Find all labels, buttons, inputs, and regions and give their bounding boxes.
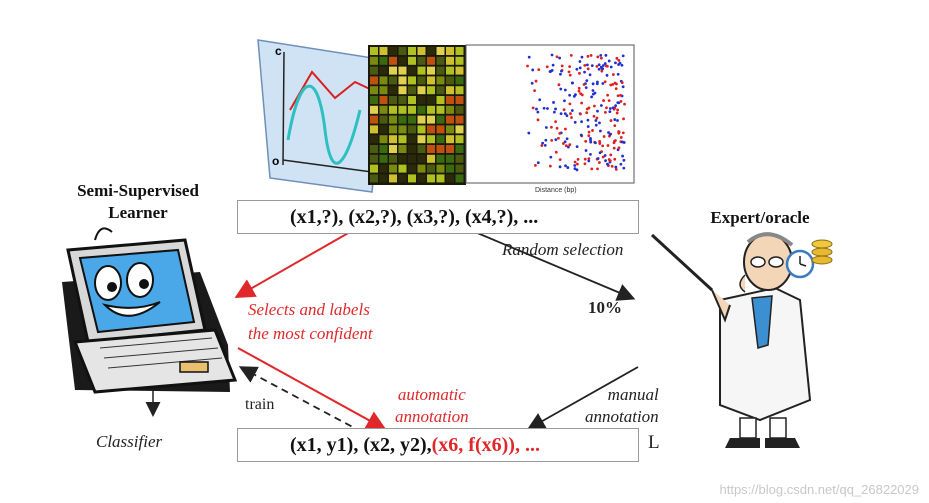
automatic-annotation-label: automatic annotation [395,384,469,428]
unlabeled-data-text: (x1,?), (x2,?), (x3,?), (x4,?), ... [290,205,539,228]
selects-label-line2: the most confident [248,324,373,343]
random-selection-label: Random selection [502,240,624,259]
classifier-label: Classifier [96,432,163,451]
coins-icon [811,239,833,265]
laptop-cartoon-icon [62,227,238,394]
expert-title: Expert/oracle [710,208,810,227]
automatic-label-line1: automatic [397,385,466,404]
scatter-plot-image: Distance (bp) [465,44,635,194]
pseudo-labeled-data-text: (x6, f(x6)), ... [431,433,540,456]
learner-title: Semi-Supervised Learner [48,180,228,224]
percent-label: 10% [588,298,622,317]
train-label: train [245,396,275,413]
svg-text:c: c [275,44,282,58]
automatic-label-line2: annotation [395,407,469,426]
selects-arrow [234,231,351,298]
unlabeled-data-box: (x1,?), (x2,?), (x3,?), (x4,?), ... [237,200,639,234]
manual-label-line1: manual [607,385,659,404]
learner-title-line1: Semi-Supervised [77,181,199,200]
labeled-data-text: (x1, y1), (x2, y2), [290,433,432,456]
heatmap-image [368,45,466,185]
svg-text:o: o [272,154,279,168]
expert-professor-icon [650,232,833,448]
svg-text:Distance (bp): Distance (bp) [535,187,577,194]
line-chart-paper-image: c o [257,39,386,193]
automatic-annotation-arrow [237,347,387,430]
selects-label-line1: Selects and labels [248,300,370,319]
learner-title-line2: Learner [108,203,168,222]
manual-annotation-label: manual annotation [585,384,659,428]
selects-label: Selects and labels the most confident [248,298,373,346]
manual-annotation-arrow [526,366,639,430]
train-arrow [238,366,363,433]
labeled-set-name: L [648,432,660,453]
manual-label-line2: annotation [585,407,659,426]
watermark-text: https://blog.csdn.net/qq_26822029 [719,482,920,497]
random-selection-arrow [474,231,636,301]
labeled-data-box: (x1, y1), (x2, y2), (x6, f(x6)), ... [237,428,639,462]
